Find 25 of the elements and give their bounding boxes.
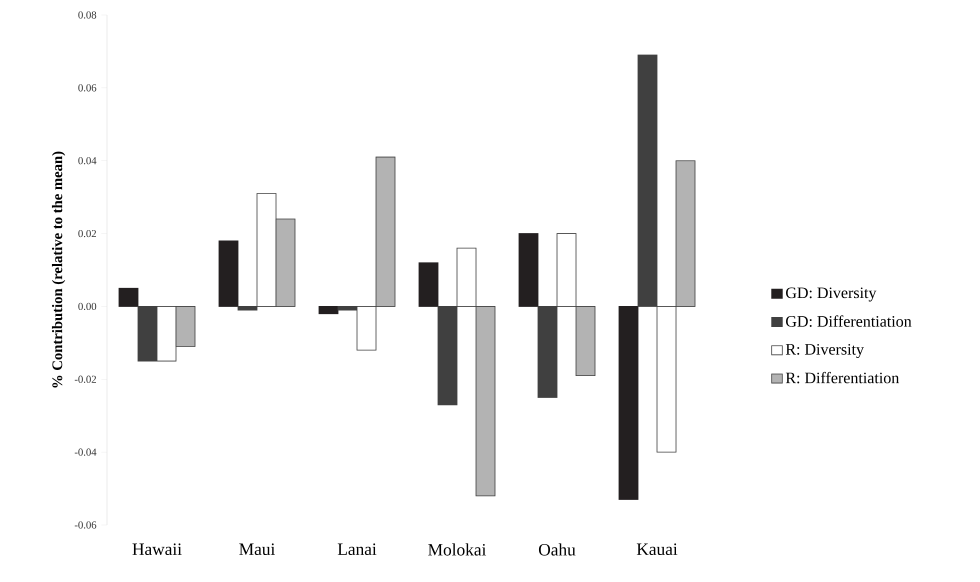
y-tick-label: -0.04 [74, 448, 96, 456]
bar [418, 262, 438, 307]
x-tick-label: Oahu [538, 543, 576, 556]
legend-label: R: Diversity [786, 344, 864, 358]
y-tick-label: -0.02 [74, 376, 96, 383]
bar [118, 288, 138, 307]
legend-label: GD: Diversity [786, 287, 876, 302]
x-tick-label: Kauai [636, 543, 678, 556]
x-tick-label: Lanai [338, 543, 376, 556]
bar [318, 306, 338, 314]
y-tick-label: 0.06 [78, 84, 96, 92]
y-tick-label: 0.08 [78, 11, 96, 19]
legend-label: GD: Differentiation [786, 315, 912, 327]
bar [518, 233, 538, 307]
legend-label: R: Differentiation [786, 372, 900, 384]
x-tick-label: Hawaii [132, 543, 182, 556]
bar [218, 240, 238, 307]
x-tick-label: Molokai [428, 543, 486, 556]
y-tick-label: 0.00 [78, 302, 96, 310]
y-tick-label: 0.02 [78, 230, 96, 238]
x-tick-label: Maui [239, 543, 275, 556]
bar [618, 306, 638, 500]
y-tick-label: -0.06 [74, 521, 96, 529]
y-axis-title: % Contribution (relative to the mean) [52, 152, 66, 388]
y-tick-label: 0.04 [78, 157, 96, 164]
